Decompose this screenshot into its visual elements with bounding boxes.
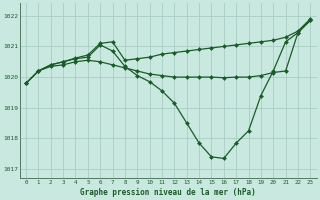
X-axis label: Graphe pression niveau de la mer (hPa): Graphe pression niveau de la mer (hPa) xyxy=(80,188,256,197)
